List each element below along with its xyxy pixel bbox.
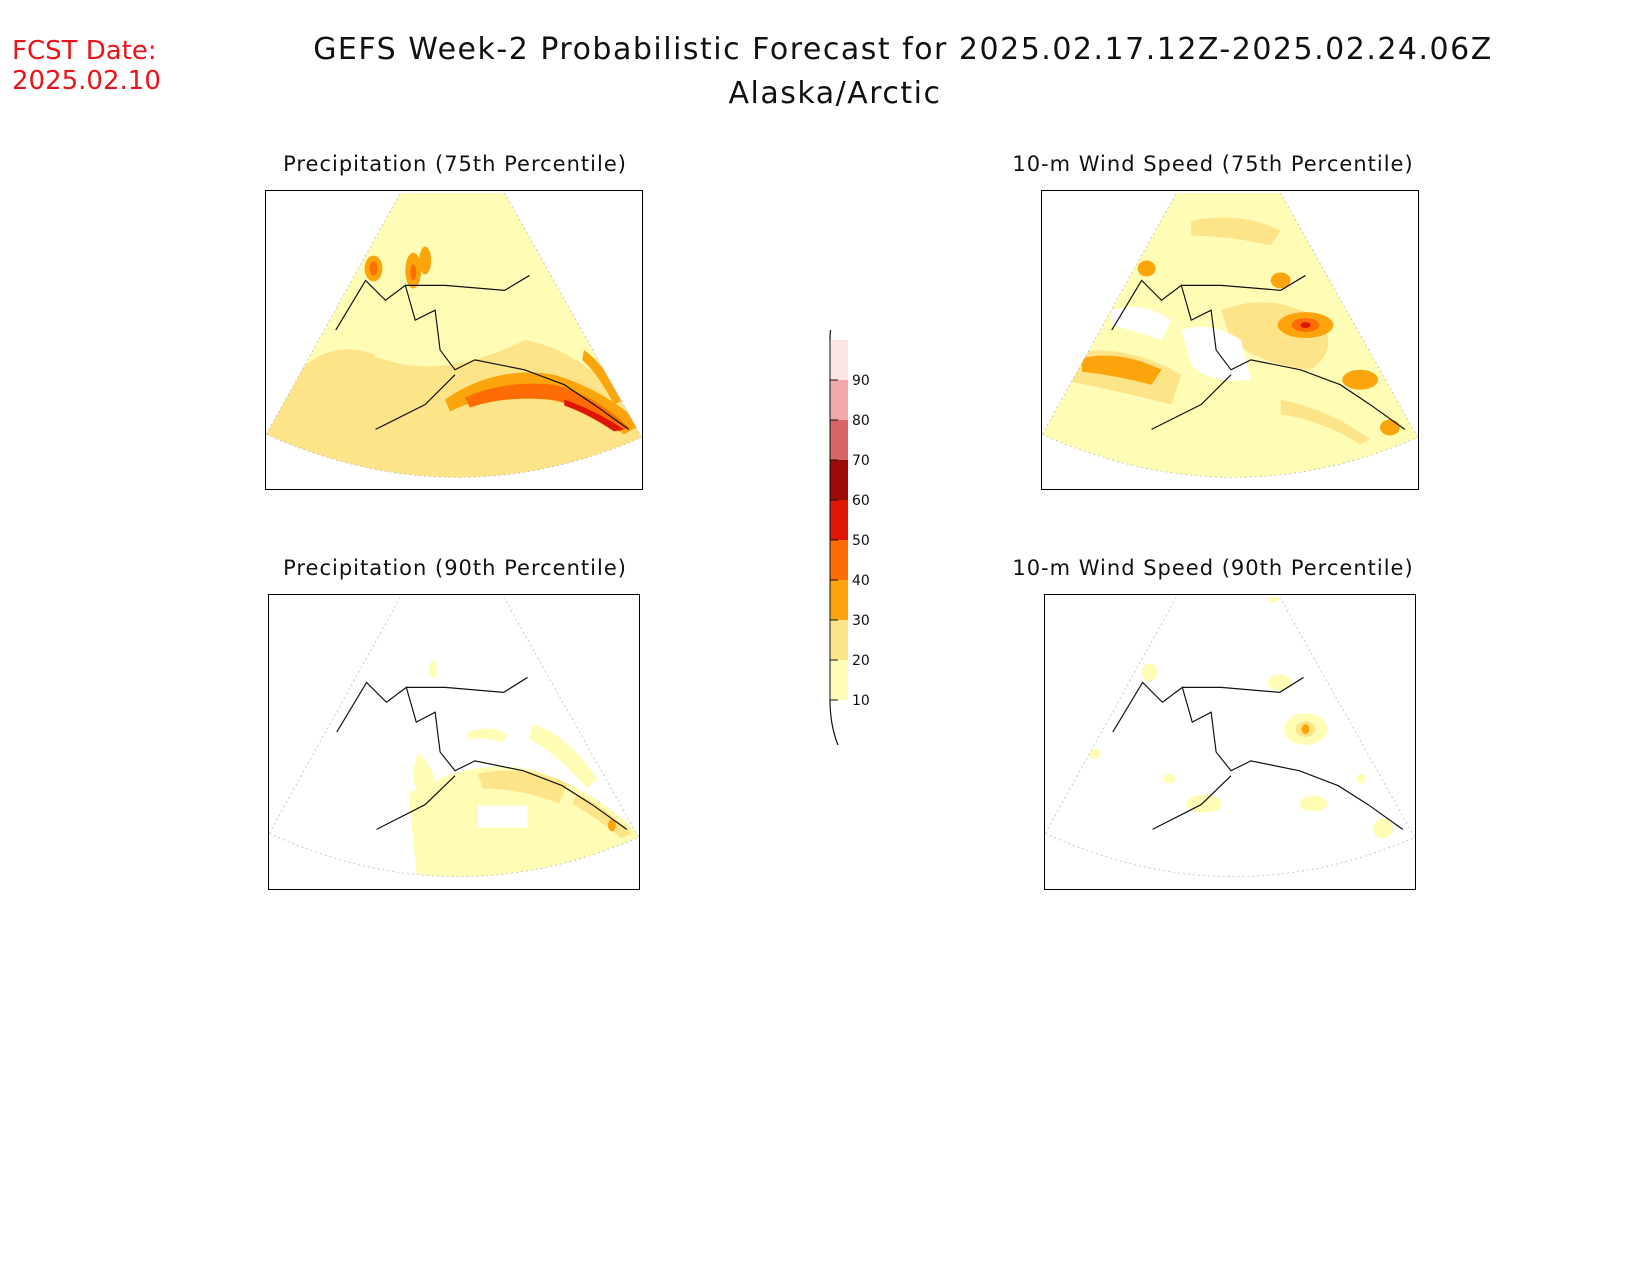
legend-label-10: 10 — [852, 693, 870, 709]
map-precip-90 — [268, 594, 640, 890]
legend-swatch-80 — [830, 380, 848, 420]
legend-swatch-40 — [830, 540, 848, 580]
map-precip-75-svg — [266, 192, 642, 478]
legend-swatch-90 — [830, 340, 848, 380]
map-wind-90 — [1044, 594, 1416, 890]
legend-tail-top — [829, 330, 832, 341]
forecast-date-value: 2025.02.10 — [12, 66, 161, 96]
legend-swatch-50 — [830, 500, 848, 540]
map-wind-75 — [1041, 190, 1419, 490]
legend-swatch-60 — [830, 460, 848, 500]
map-wind-75-svg — [1042, 192, 1418, 478]
panel-title-wind-75: 10-m Wind Speed (75th Percentile) — [1012, 152, 1414, 176]
legend-label-40: 40 — [852, 573, 870, 589]
legend-label-80: 80 — [852, 413, 870, 429]
legend-label-30: 30 — [852, 613, 870, 629]
forecast-date-label: FCST Date: — [12, 36, 157, 66]
legend-label-70: 70 — [852, 453, 870, 469]
legend-swatch-20 — [830, 620, 848, 660]
main-title: GEFS Week-2 Probabilistic Forecast for 2… — [313, 32, 1493, 67]
legend-label-20: 20 — [852, 653, 870, 669]
legend-swatch-10 — [830, 660, 848, 700]
legend-label-60: 60 — [852, 493, 870, 509]
legend-swatch-30 — [830, 580, 848, 620]
panel-title-precip-90: Precipitation (90th Percentile) — [283, 556, 627, 580]
color-legend: 10 20 30 40 50 60 70 80 90 — [829, 330, 870, 746]
region-subtitle: Alaska/Arctic — [728, 76, 942, 111]
map-precip-90-svg — [269, 596, 639, 877]
map-wind-90-svg — [1045, 596, 1415, 877]
legend-label-50: 50 — [852, 533, 870, 549]
legend-tail-bottom — [829, 699, 839, 746]
panel-title-wind-90: 10-m Wind Speed (90th Percentile) — [1012, 556, 1414, 580]
legend-swatch-70 — [830, 420, 848, 460]
legend-label-90: 90 — [852, 373, 870, 389]
forecast-date-block: FCST Date: 2025.02.10 — [12, 36, 161, 96]
panel-title-precip-75: Precipitation (75th Percentile) — [283, 152, 627, 176]
map-precip-75 — [265, 190, 643, 490]
